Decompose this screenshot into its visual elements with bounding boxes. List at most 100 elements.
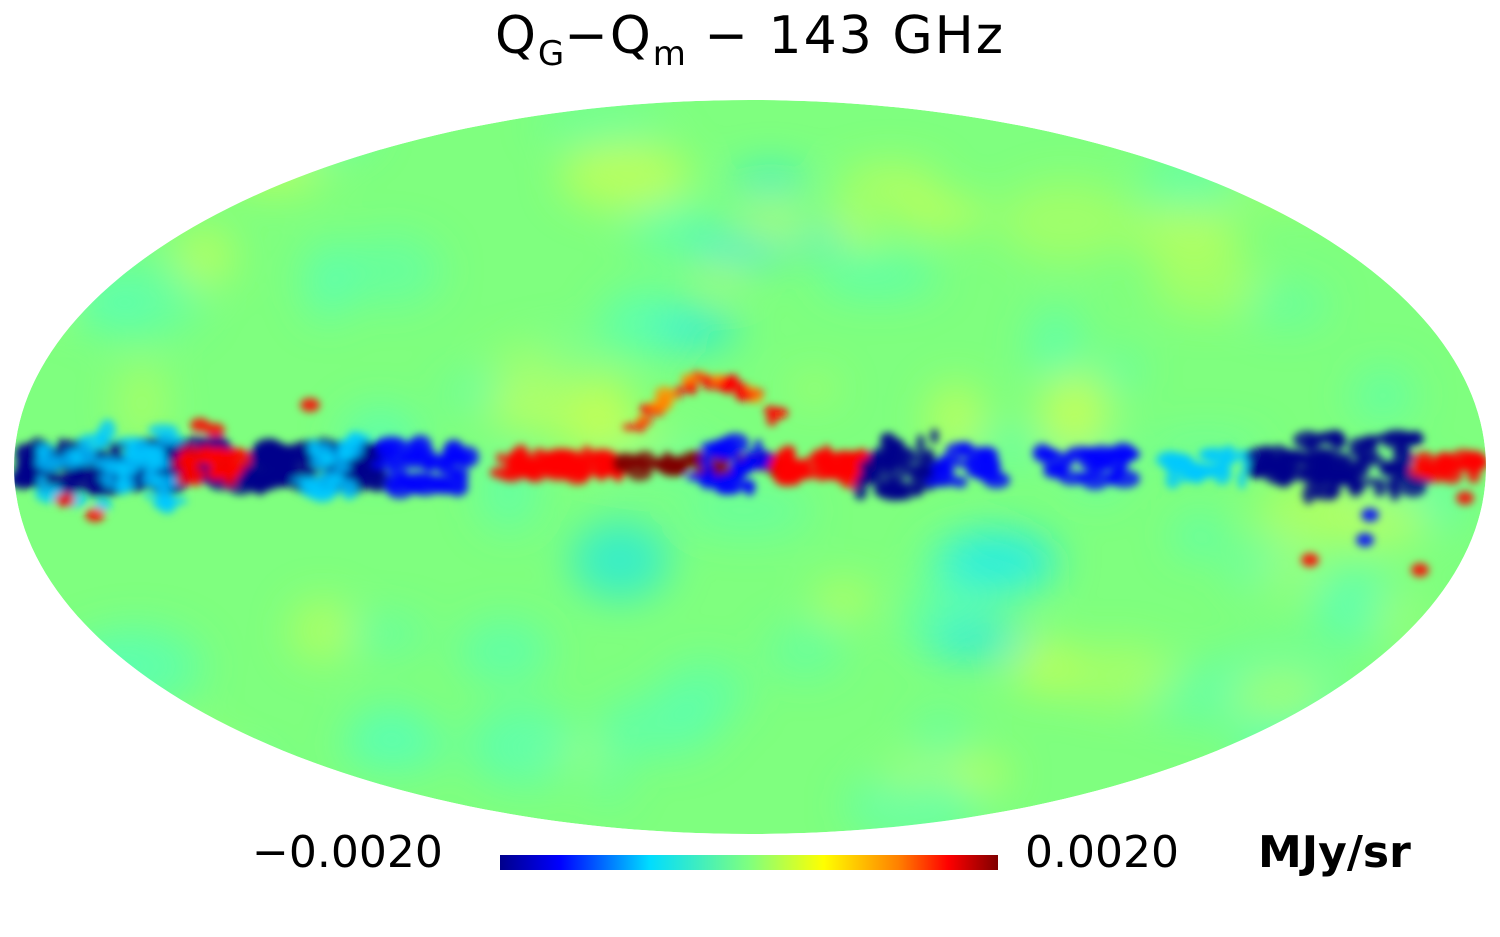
emission-blob [1150, 251, 1262, 318]
emission-blob [243, 467, 258, 474]
emission-blob [488, 342, 593, 374]
colorbar-unit-label: MJy/sr [1258, 827, 1411, 878]
emission-blob [446, 476, 469, 497]
emission-blob [1304, 435, 1318, 456]
emission-blob [887, 476, 897, 487]
emission-blob [905, 466, 923, 474]
emission-blob [134, 732, 244, 811]
emission-blob [179, 446, 205, 462]
emission-blob [1246, 280, 1330, 329]
emission-blob [72, 627, 205, 706]
emission-blob [845, 771, 982, 834]
emission-blob [1377, 432, 1409, 440]
emission-blob [1350, 366, 1416, 426]
emission-blob [223, 137, 328, 195]
emission-blob [512, 444, 530, 465]
emission-blob [250, 100, 373, 158]
emission-blob [290, 598, 354, 663]
emission-blob [1313, 457, 1324, 466]
emission-blob [26, 451, 37, 472]
emission-blob [347, 614, 428, 653]
emission-blob [36, 443, 55, 455]
emission-blob [1301, 117, 1377, 182]
emission-blob [715, 486, 741, 495]
emission-blob [398, 450, 429, 470]
emission-blob [220, 447, 248, 460]
emission-blob [1368, 583, 1420, 645]
emission-blob [1373, 482, 1386, 497]
emission-blob [660, 310, 740, 350]
emission-blob [701, 375, 715, 391]
emission-blob [788, 374, 841, 403]
emission-blob [423, 458, 435, 474]
emission-blob [94, 498, 112, 512]
emission-blob [679, 484, 814, 538]
emission-blob [792, 466, 801, 486]
colorbar-min-label: −0.0020 [252, 827, 443, 878]
emission-blob [899, 481, 912, 493]
emission-blob [1302, 484, 1316, 505]
emission-blob [1348, 437, 1368, 458]
emission-blob [699, 450, 713, 469]
emission-blob [612, 453, 635, 474]
emission-blob [1352, 461, 1370, 478]
emission-blob [45, 469, 61, 484]
emission-blob [98, 474, 115, 482]
emission-blob [930, 428, 939, 444]
emission-blob [880, 433, 891, 444]
emission-blob [658, 658, 750, 725]
emission-blob [1052, 642, 1180, 708]
emission-blob [1331, 490, 1432, 549]
emission-blob [1220, 457, 1238, 464]
emission-blob [466, 704, 581, 787]
emission-blob [1405, 454, 1415, 464]
emission-blob [1062, 451, 1080, 463]
emission-blob [924, 475, 957, 488]
emission-blob [732, 461, 755, 475]
emission-blob [271, 468, 292, 484]
emission-blob [302, 242, 354, 321]
emission-blob [817, 254, 940, 299]
emission-blob [765, 410, 778, 427]
emission-blob [771, 461, 798, 476]
emission-blob [375, 439, 405, 446]
emission-blob [1228, 669, 1325, 722]
emission-blob [716, 452, 742, 461]
emission-blob [1162, 459, 1174, 472]
emission-blob [1411, 563, 1429, 577]
emission-blob [1267, 458, 1293, 475]
emission-blob [486, 374, 576, 433]
emission-blob [1359, 453, 1385, 467]
emission-blob [1172, 514, 1226, 558]
emission-blob [1075, 472, 1101, 480]
emission-blob [1098, 456, 1127, 470]
emission-blob [409, 434, 432, 455]
emission-blob [196, 469, 207, 478]
emission-blob [221, 471, 238, 487]
emission-blob [1317, 432, 1329, 441]
emission-blob [580, 445, 594, 467]
emission-blob [886, 441, 899, 452]
emission-blob [1318, 479, 1338, 493]
emission-blob [205, 423, 225, 437]
emission-blob [370, 470, 384, 492]
emission-blob [1212, 463, 1232, 485]
emission-blob [406, 472, 435, 487]
emission-blob [115, 477, 137, 490]
emission-blob [505, 469, 533, 476]
emission-blob [685, 472, 718, 482]
emission-blob [159, 494, 175, 509]
emission-blob [427, 456, 458, 471]
emission-blob [25, 258, 66, 320]
emission-blob [14, 471, 29, 481]
emission-blob [839, 163, 942, 201]
emission-blob [1199, 447, 1232, 458]
emission-blob [890, 197, 991, 230]
emission-blob [156, 432, 184, 447]
emission-blob [262, 448, 279, 463]
emission-blob [15, 460, 25, 474]
emission-blob [873, 481, 889, 498]
emission-blob [853, 480, 868, 501]
galactic-plane-emission [14, 370, 1486, 577]
emission-blob [910, 706, 971, 770]
